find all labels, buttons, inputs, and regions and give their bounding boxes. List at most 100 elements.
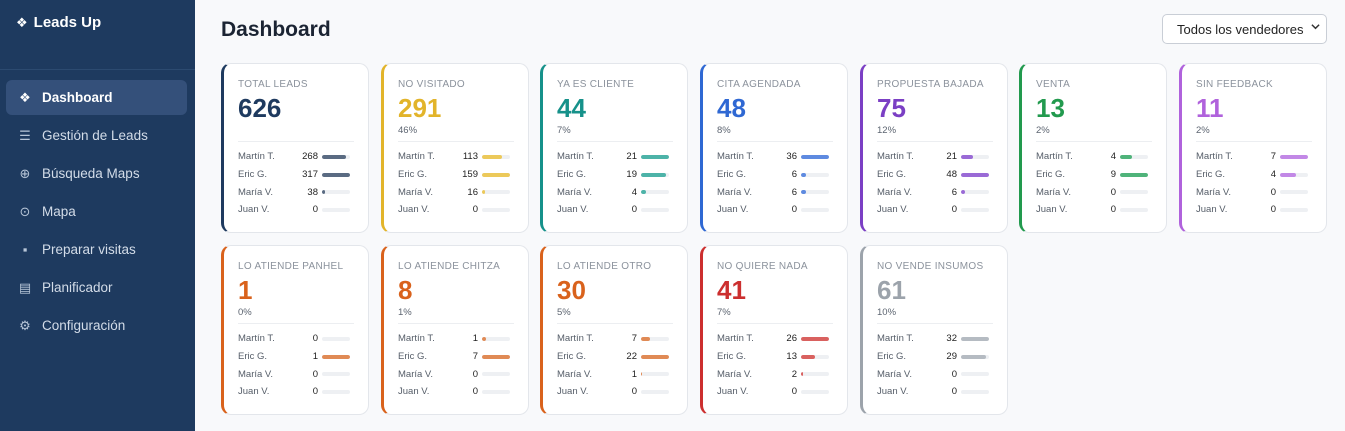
stat-card-percent xyxy=(238,125,354,137)
seller-bar-track xyxy=(1280,190,1308,195)
seller-row: Juan V. 0 xyxy=(238,383,354,401)
divider xyxy=(717,141,833,142)
seller-bar-track xyxy=(322,372,350,377)
seller-name: Eric G. xyxy=(1196,169,1226,181)
seller-row: Martín T. 4 xyxy=(1036,148,1152,166)
sidebar-item-configuración[interactable]: ⚙ Configuración xyxy=(6,308,187,343)
seller-bar-track xyxy=(801,190,829,195)
stat-card[interactable]: NO VISITADO 291 46% Martín T. 113 Eric G. 159 M… xyxy=(381,63,529,233)
stat-card[interactable]: NO VENDE INSUMOS 61 10% Martín T. 32 Eric G. 2… xyxy=(860,245,1008,415)
seller-bar-fill xyxy=(482,354,510,359)
sidebar-item-gestión-de-leads[interactable]: ☰ Gestión de Leads xyxy=(6,118,187,153)
stat-card-label: TOTAL LEADS xyxy=(238,79,308,90)
seller-name: Martín T. xyxy=(717,333,754,345)
seller-count: 6 xyxy=(951,186,957,198)
divider xyxy=(398,141,514,142)
divider xyxy=(557,323,673,324)
seller-bar-track xyxy=(641,389,669,394)
sidebar: ❖ Leads Up ❖ Dashboard ☰ Gestión de Leads ⊕ B… xyxy=(0,0,195,431)
stat-card[interactable]: VENTA 13 2% Martín T. 4 Eric G. 9 María V. 0 Juan… xyxy=(1019,63,1167,233)
seller-bar-fill xyxy=(641,172,667,177)
seller-row: Eric G. 9 xyxy=(1036,166,1152,184)
seller-name: Eric G. xyxy=(717,169,747,181)
seller-bar-fill xyxy=(641,190,647,195)
stat-card[interactable]: CITA AGENDADA 48 8% Martín T. 36 Eric G. 6 Marí… xyxy=(700,63,848,233)
seller-count: 0 xyxy=(1270,204,1276,216)
stat-card[interactable]: LO ATIENDE CHITZA 8 1% Martín T. 1 Eric G. 7 Ma… xyxy=(381,245,529,415)
divider xyxy=(717,323,833,324)
stat-card[interactable]: LO ATIENDE OTRO 30 5% Martín T. 7 Eric G. 22 Ma… xyxy=(540,245,688,415)
sidebar-item-label: Preparar visitas xyxy=(42,242,136,257)
seller-bar-fill xyxy=(322,172,350,177)
divider xyxy=(557,141,673,142)
stat-card[interactable]: TOTAL LEADS 626 Martín T. 268 Eric G. 317 Marí… xyxy=(221,63,369,233)
seller-row: Eric G. 48 xyxy=(877,166,993,184)
stat-card-percent: 2% xyxy=(1196,125,1210,136)
seller-count: 0 xyxy=(312,368,318,380)
stat-card[interactable]: SIN FEEDBACK 11 2% Martín T. 7 Eric G. 4 María … xyxy=(1179,63,1327,233)
seller-count: 6 xyxy=(791,169,797,181)
seller-row: Eric G. 29 xyxy=(877,348,993,366)
seller-count: 268 xyxy=(302,151,318,163)
seller-row: María V. 0 xyxy=(398,365,514,383)
sidebar-item-dashboard[interactable]: ❖ Dashboard xyxy=(6,80,187,115)
seller-count: 0 xyxy=(472,386,478,398)
sidebar-item-mapa[interactable]: ⊙ Mapa xyxy=(6,194,187,229)
stat-card[interactable]: PROPUESTA BAJADA 75 12% Martín T. 21 Eric G. 4… xyxy=(860,63,1008,233)
seller-bar-fill xyxy=(801,154,829,159)
seller-bar-track xyxy=(801,154,829,159)
seller-row: Juan V. 0 xyxy=(398,201,514,219)
seller-name: Juan V. xyxy=(877,386,909,398)
seller-name: Juan V. xyxy=(877,204,909,216)
stat-card[interactable]: NO QUIERE NADA 41 7% Martín T. 26 Eric G. 13 Ma… xyxy=(700,245,848,415)
seller-name: Juan V. xyxy=(1036,204,1068,216)
seller-bar-track xyxy=(322,207,350,212)
seller-bar-fill xyxy=(482,336,486,341)
brand-logo[interactable]: ❖ Leads Up xyxy=(0,0,195,70)
stat-card[interactable]: LO ATIENDE PANHEL 1 0% Martín T. 0 Eric G. 1 Ma… xyxy=(221,245,369,415)
seller-count: 0 xyxy=(312,204,318,216)
seller-bar-track xyxy=(961,336,989,341)
seller-bar-track xyxy=(801,172,829,177)
stat-card-value: 30 xyxy=(557,275,586,305)
seller-count: 6 xyxy=(791,186,797,198)
seller-name: María V. xyxy=(877,186,913,198)
sidebar-item-planificador[interactable]: ▤ Planificador xyxy=(6,270,187,305)
globe-icon: ⊕ xyxy=(19,165,31,181)
seller-count: 4 xyxy=(1270,169,1276,181)
seller-row: Juan V. 0 xyxy=(398,383,514,401)
seller-count: 317 xyxy=(302,169,318,181)
stat-card-value: 291 xyxy=(398,93,442,123)
seller-row: Martín T. 113 xyxy=(398,148,514,166)
seller-bar-fill xyxy=(641,154,669,159)
seller-name: Eric G. xyxy=(238,169,268,181)
seller-bar-track xyxy=(961,190,989,195)
seller-row: Martín T. 21 xyxy=(557,148,673,166)
seller-bar-track xyxy=(1120,172,1148,177)
seller-row: Juan V. 0 xyxy=(557,383,673,401)
seller-bar-fill xyxy=(322,154,346,159)
seller-bar-fill xyxy=(961,172,989,177)
divider xyxy=(1196,141,1312,142)
seller-filter-select[interactable]: Todos los vendedores xyxy=(1162,14,1327,44)
seller-bar-fill xyxy=(961,154,974,159)
seller-bar-fill xyxy=(1120,154,1133,159)
seller-row: Eric G. 6 xyxy=(717,166,833,184)
seller-bar-fill xyxy=(801,172,806,177)
stat-card-percent: 46% xyxy=(398,125,418,136)
seller-row: María V. 0 xyxy=(1196,183,1312,201)
seller-name: María V. xyxy=(717,368,753,380)
seller-bar-fill xyxy=(801,190,806,195)
sidebar-item-búsqueda-maps[interactable]: ⊕ Búsqueda Maps xyxy=(6,156,187,191)
seller-bar-track xyxy=(1120,190,1148,195)
seller-count: 9 xyxy=(1110,169,1116,181)
sidebar-item-preparar-visitas[interactable]: ▪ Preparar visitas xyxy=(6,232,187,267)
seller-count: 0 xyxy=(951,204,957,216)
seller-row: Eric G. 7 xyxy=(398,348,514,366)
stat-card[interactable]: YA ES CLIENTE 44 7% Martín T. 21 Eric G. 19 Mar… xyxy=(540,63,688,233)
stat-card-value: 626 xyxy=(238,93,282,123)
seller-bar-fill xyxy=(641,336,650,341)
sidebar-item-label: Configuración xyxy=(42,318,126,333)
seller-count: 21 xyxy=(946,151,957,163)
seller-name: Eric G. xyxy=(557,169,587,181)
